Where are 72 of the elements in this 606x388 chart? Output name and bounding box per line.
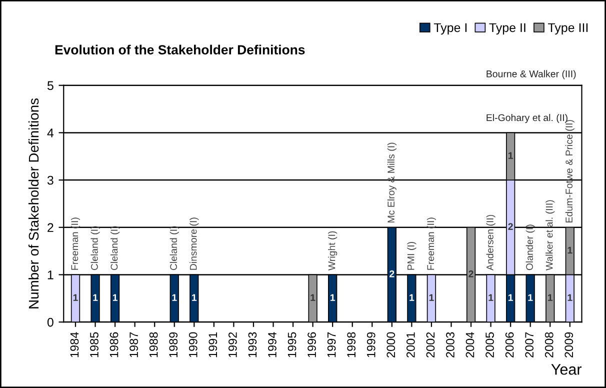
x-tick-label: 1999 xyxy=(366,332,376,358)
annotation: Cleland (I) xyxy=(90,226,100,270)
data-label: 1 xyxy=(112,294,118,301)
data-label: 2 xyxy=(468,270,474,278)
legend-label: Type III xyxy=(548,23,588,35)
x-tick-label: 2000 xyxy=(386,332,396,358)
x-tick-label: 1987 xyxy=(130,332,138,358)
x-tick-label: 1985 xyxy=(90,332,98,358)
data-label: 1 xyxy=(508,152,513,159)
y-tick-label: 1 xyxy=(48,270,54,280)
annotation: Mc Elroy & Mills (I) xyxy=(387,142,396,222)
data-label: 1 xyxy=(548,294,553,301)
annotation: Cleland (I) xyxy=(170,226,179,270)
x-tick-label: 2005 xyxy=(486,332,494,358)
data-label: 2 xyxy=(508,223,513,230)
x-tick-label: 2004 xyxy=(466,332,474,358)
x-tick-label: 1991 xyxy=(208,332,218,358)
data-label: 1 xyxy=(568,294,572,301)
data-label: 1 xyxy=(93,294,98,301)
x-tick-label: 1984 xyxy=(70,332,79,358)
annotation: PMI (I) xyxy=(407,242,416,270)
legend-label: Type II xyxy=(489,23,526,35)
y-tick-label: 3 xyxy=(47,176,54,185)
data-label: 1 xyxy=(73,294,78,301)
data-label: 1 xyxy=(429,294,434,301)
legend-label: Type I xyxy=(434,23,467,35)
data-label: 1 xyxy=(310,294,316,301)
data-label: 1 xyxy=(528,294,533,301)
x-tick-label: 1988 xyxy=(149,332,158,358)
x-tick-label: 2001 xyxy=(406,332,415,358)
x-tick-label: 1986 xyxy=(110,332,118,358)
x-tick-label: 1998 xyxy=(347,332,356,358)
annotation: Walker et al. (III) xyxy=(546,200,555,270)
data-label: 2 xyxy=(390,270,394,278)
annotation: Dinsmore (I) xyxy=(190,218,199,270)
x-tick-label: 2009 xyxy=(564,332,574,358)
x-tick-label: 1993 xyxy=(248,332,257,358)
x-tick-label: 1995 xyxy=(288,332,296,358)
y-axis-title: Number of Stakeholder Definitions xyxy=(28,98,39,308)
x-tick-label: 2006 xyxy=(505,332,514,358)
annotation: Freeman (II) xyxy=(70,218,80,270)
data-label: 1 xyxy=(508,294,513,301)
text: Bourne & Walker (III) xyxy=(486,70,576,80)
data-label: 1 xyxy=(568,246,572,254)
x-tick-label: 1997 xyxy=(327,332,336,358)
chart-title: Evolution of the Stakeholder Definitions xyxy=(55,44,305,54)
data-label: 1 xyxy=(330,294,336,301)
annotation: Wright (I) xyxy=(328,231,338,270)
data-label: 1 xyxy=(488,294,494,301)
x-tick-label: 1994 xyxy=(268,332,276,358)
y-tick-label: 4 xyxy=(47,128,54,138)
x-axis-title: Year xyxy=(551,364,582,375)
y-tick-label: 0 xyxy=(47,318,54,327)
x-tick-label: 1992 xyxy=(228,332,237,358)
y-tick-label: 2 xyxy=(48,223,54,232)
annotation: Freeman (II) xyxy=(426,218,436,270)
x-tick-label: 1990 xyxy=(188,332,198,358)
y-tick-label: 5 xyxy=(47,81,54,90)
annotation: Edum-Fotwe & Price (II) xyxy=(565,120,574,222)
data-label: 1 xyxy=(172,294,177,301)
x-tick-label: 1996 xyxy=(308,332,316,358)
data-label: 1 xyxy=(410,294,414,301)
x-tick-label: 1989 xyxy=(169,332,178,358)
annotation: Olander (I) xyxy=(526,224,535,270)
x-tick-label: 2003 xyxy=(446,332,454,358)
annotation: Andersen (II) xyxy=(486,214,496,271)
data-label: 1 xyxy=(192,294,197,301)
x-tick-label: 2007 xyxy=(525,332,534,358)
annotation: El-Gohary et al. (II) xyxy=(486,114,568,124)
x-tick-label: 2008 xyxy=(544,332,554,358)
annotation: Cleland (I) xyxy=(110,226,120,270)
x-tick-label: 2002 xyxy=(426,332,435,358)
